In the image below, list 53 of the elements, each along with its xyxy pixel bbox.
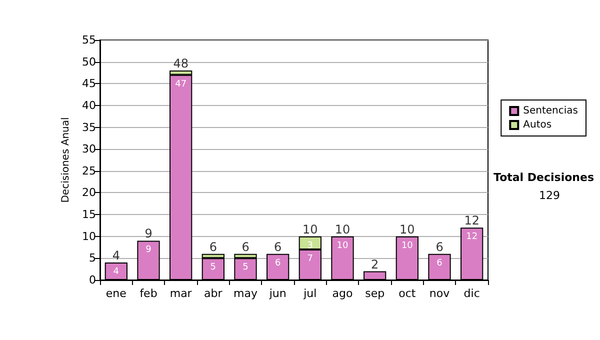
y-tick-label: 50 <box>82 55 96 68</box>
data-label: 12 <box>466 232 478 242</box>
data-label: 10 <box>336 240 348 251</box>
data-label: 10 <box>401 240 414 251</box>
y-tick-label: 30 <box>82 142 96 156</box>
total-label: 12 <box>464 214 480 228</box>
legend-label: Autos <box>523 120 552 130</box>
total-label: 9 <box>144 226 152 241</box>
total-label: 6 <box>209 240 217 254</box>
y-tick-label: 5 <box>89 252 96 265</box>
data-label: 5 <box>210 262 216 273</box>
total-label: 48 <box>173 56 188 71</box>
data-label: 7 <box>307 254 314 264</box>
x-tick-label: nov <box>429 287 450 300</box>
total-label: 4 <box>112 248 120 263</box>
x-tick-label: oct <box>398 287 416 300</box>
y-tick-label: 0 <box>89 274 96 286</box>
y-axis-title: Decisiones Anual <box>60 117 72 203</box>
x-tick-label: dic <box>464 287 480 300</box>
y-tick-label: 40 <box>82 98 96 112</box>
data-label: 3 <box>307 240 314 251</box>
data-label: 9 <box>146 245 152 256</box>
x-tick-label: may <box>234 287 258 300</box>
y-tick-label: 15 <box>82 208 96 222</box>
data-label: 6 <box>436 258 443 268</box>
x-tick-label: jul <box>302 287 317 300</box>
x-tick-label: mar <box>170 287 192 300</box>
total-label: 6 <box>274 240 282 254</box>
data-label: 5 <box>242 262 248 273</box>
x-tick-label: sep <box>365 287 385 300</box>
total-label: 10 <box>302 222 318 236</box>
y-tick-label: 20 <box>82 186 96 200</box>
legend-label: Sentencias <box>523 106 578 116</box>
total-label: 2 <box>371 257 379 272</box>
y-tick-label: 35 <box>82 120 96 134</box>
x-tick-label: jun <box>268 287 286 300</box>
x-tick-label: abr <box>204 287 223 300</box>
data-label: 4 <box>113 267 120 278</box>
data-label: 6 <box>274 258 281 268</box>
x-tick-label: ago <box>332 287 353 300</box>
y-tick-label: 10 <box>82 230 96 243</box>
y-tick-label: 55 <box>82 34 96 46</box>
y-tick-label: 45 <box>82 77 96 90</box>
x-tick-label: feb <box>140 287 158 300</box>
y-tick-label: 25 <box>82 164 96 178</box>
total-label: 10 <box>334 222 350 236</box>
data-label: 47 <box>175 79 187 90</box>
text: Total Decisiones <box>494 171 594 184</box>
total-label: 6 <box>436 240 444 254</box>
x-tick-label: ene <box>106 287 127 300</box>
text: 129 <box>539 189 560 202</box>
total-label: 10 <box>400 222 415 236</box>
total-label: 6 <box>242 240 250 254</box>
